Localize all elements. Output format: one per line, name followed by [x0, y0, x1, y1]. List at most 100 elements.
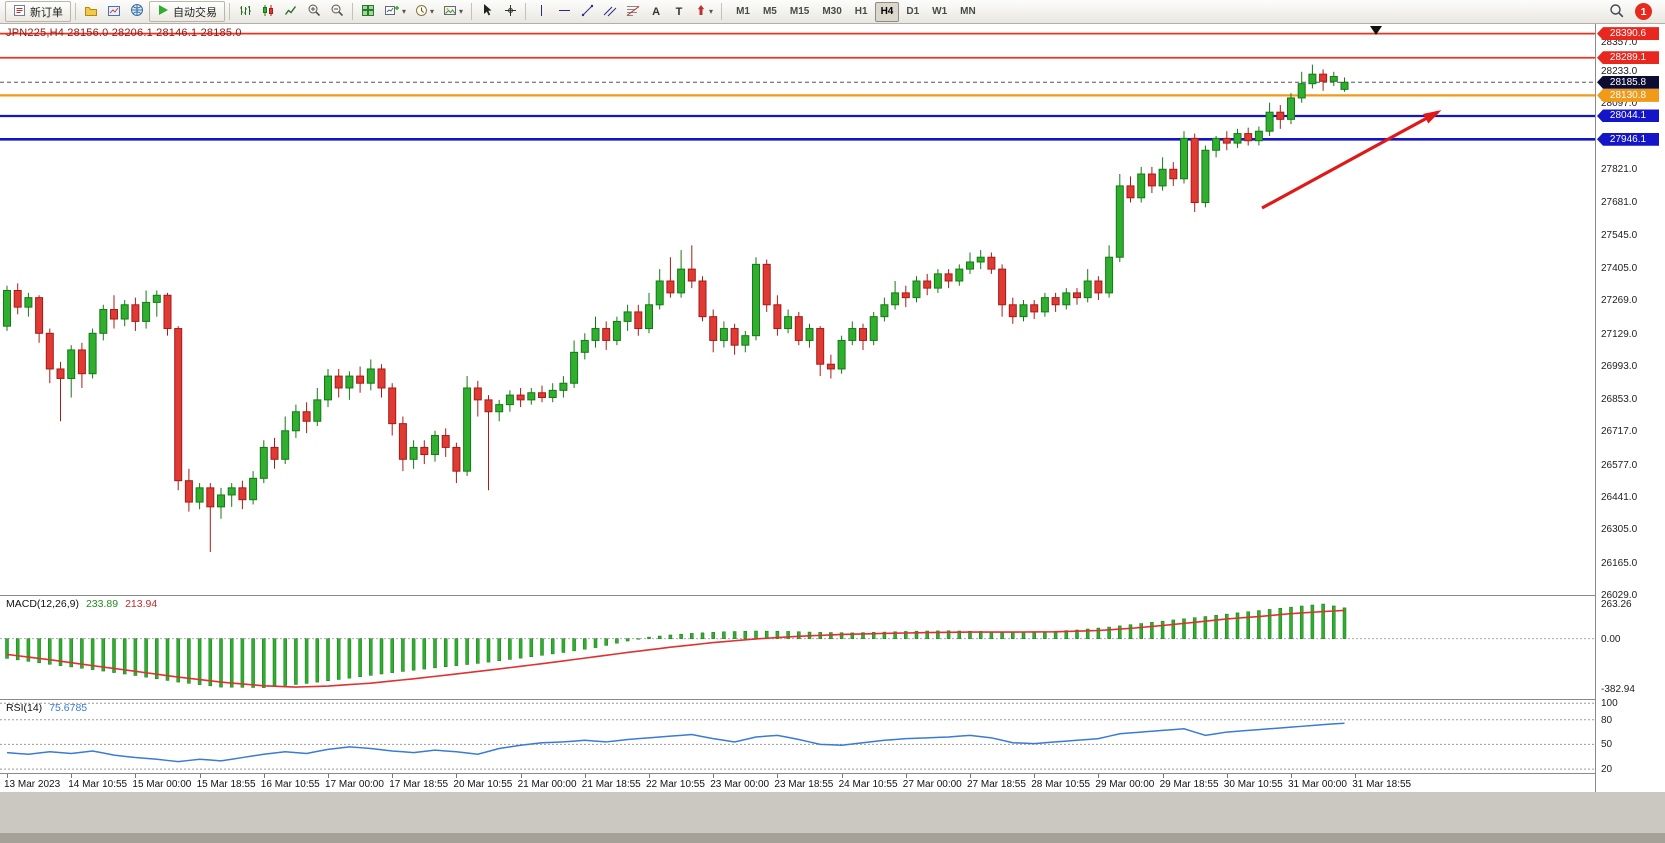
line-chart-button[interactable]	[280, 1, 302, 22]
tile-windows-button[interactable]	[357, 1, 379, 22]
toolbar-separator	[352, 3, 353, 20]
timeframe-button-m1[interactable]: M1	[730, 2, 756, 22]
notification-badge[interactable]: 1	[1635, 3, 1652, 20]
trendline-tool-button[interactable]	[576, 1, 598, 22]
search-button[interactable]	[1605, 1, 1628, 22]
chevron-down-icon: ▾	[430, 7, 435, 16]
timeframe-button-d1[interactable]: D1	[900, 2, 925, 22]
rsi-scale-label: 100	[1601, 698, 1618, 710]
vertical-line-tool-button[interactable]	[530, 1, 552, 22]
autotrading-label: 自动交易	[173, 6, 217, 19]
price-level-badge: 28390.6	[1597, 27, 1659, 41]
chart-window-icon	[107, 4, 121, 20]
timeframe-button-m5[interactable]: M5	[757, 2, 783, 22]
price-panel[interactable]: JPN225,H4 28156.0 28206.1 28146.1 28185.…	[0, 24, 1595, 596]
price-level-badge: 28044.1	[1597, 109, 1659, 123]
horizontal-line-icon	[558, 5, 571, 19]
candlestick-chart[interactable]	[0, 24, 1595, 596]
line-chart-icon	[284, 4, 298, 20]
timeframe-button-w1[interactable]: W1	[926, 2, 953, 22]
time-axis-label: 21 Mar 18:55	[581, 779, 641, 790]
time-axis-label: 15 Mar 18:55	[196, 779, 256, 790]
macd-panel[interactable]: MACD(12,26,9) 233.89 213.94	[0, 596, 1595, 700]
time-axis-tick	[584, 774, 586, 778]
time-axis-label: 31 Mar 00:00	[1288, 779, 1347, 790]
channel-tool-button[interactable]	[599, 1, 621, 22]
timeframe-button-h4[interactable]: H4	[874, 1, 900, 22]
chevron-down-icon: ▾	[709, 7, 714, 16]
fibonacci-tool-button[interactable]	[622, 1, 644, 22]
price-scale-label: 27269.0	[1601, 295, 1638, 307]
chevron-down-icon: ▾	[459, 7, 464, 16]
autotrading-button[interactable]: 自动交易	[149, 1, 225, 22]
time-axis-tick	[7, 774, 8, 778]
timeframe-button-m30[interactable]: M30	[816, 2, 847, 22]
new-order-icon	[13, 4, 26, 20]
time-axis-label: 29 Mar 18:55	[1159, 779, 1219, 790]
time-axis-label: 23 Mar 00:00	[710, 779, 770, 790]
toolbar-separator	[229, 3, 230, 20]
macd-signal-value: 213.94	[125, 598, 158, 610]
time-axis-label: 21 Mar 00:00	[517, 779, 577, 790]
bar-chart-button[interactable]	[234, 1, 256, 22]
time-axis-label: 13 Mar 2023	[4, 779, 61, 790]
price-scale-label: 28357.0	[1601, 36, 1638, 48]
rsi-label-row: RSI(14) 75.6785	[6, 702, 94, 714]
zoom-out-icon	[330, 3, 344, 20]
tile-windows-icon	[361, 4, 375, 20]
periods-button[interactable]: ▾	[411, 1, 438, 22]
horizontal-line-tool-button[interactable]	[553, 1, 575, 22]
time-axis-label: 31 Mar 18:55	[1352, 779, 1412, 790]
candlestick-chart-button[interactable]	[257, 1, 279, 22]
arrows-tool-button[interactable]: ▾	[691, 1, 717, 22]
time-axis-label: 28 Mar 10:55	[1031, 779, 1091, 790]
price-scale-label: 26577.0	[1601, 459, 1638, 471]
timeframe-button-mn[interactable]: MN	[954, 2, 982, 22]
time-axis-tick	[263, 774, 265, 778]
time-axis-label: 30 Mar 10:55	[1223, 779, 1283, 790]
timeframe-button-h1[interactable]: H1	[849, 2, 874, 22]
time-axis-tick	[905, 774, 907, 778]
new-chart-button[interactable]: ▾	[380, 1, 410, 22]
profiles-button[interactable]	[80, 1, 102, 22]
zoom-in-button[interactable]	[303, 1, 325, 22]
time-axis-label: 24 Mar 10:55	[838, 779, 898, 790]
toolbar-separator	[471, 3, 473, 20]
text-tool-button[interactable]: A	[645, 1, 667, 22]
time-axis-tick	[1162, 774, 1164, 778]
time-axis-tick	[392, 774, 394, 778]
rsi-scale-label: 80	[1601, 714, 1613, 726]
rsi-chart[interactable]	[0, 700, 1595, 774]
label-tool-button[interactable]: T	[668, 1, 690, 22]
notification-count: 1	[1640, 5, 1647, 18]
time-axis-tick	[1226, 774, 1228, 778]
price-scale-label: 26717.0	[1601, 426, 1638, 438]
crosshair-button[interactable]	[499, 1, 521, 22]
cursor-button[interactable]	[476, 1, 498, 22]
price-scale-label: 26441.0	[1601, 492, 1638, 504]
chart-window-button[interactable]	[103, 1, 125, 22]
template-icon	[443, 4, 457, 20]
chart-window[interactable]: JPN225,H4 28156.0 28206.1 28146.1 28185.…	[0, 24, 1665, 792]
templates-button[interactable]: ▾	[439, 1, 467, 22]
navigator-button[interactable]	[126, 1, 148, 22]
vertical-line-icon	[536, 4, 547, 20]
time-axis-tick	[1098, 774, 1100, 778]
rsi-scale-label: 20	[1601, 764, 1613, 776]
zoom-in-icon	[307, 3, 321, 20]
time-axis-tick	[520, 774, 522, 778]
macd-chart[interactable]	[0, 596, 1595, 700]
price-level-badge: 28130.8	[1597, 88, 1659, 102]
macd-main-value: 233.89	[85, 598, 119, 610]
channel-icon	[603, 4, 617, 20]
time-axis[interactable]: 13 Mar 2023 14 Mar 10:55 15 Mar 00:00 15 Ma…	[0, 774, 1595, 792]
macd-label: MACD(12,26,9)	[6, 598, 79, 610]
zoom-out-button[interactable]	[326, 1, 348, 22]
timeframe-button-m15[interactable]: M15	[784, 2, 815, 22]
new-order-button[interactable]: 新订单	[5, 1, 71, 22]
price-axis[interactable]: 28357.0 28233.0 28097.0 27821.0 27681.0 27545…	[1595, 24, 1665, 792]
time-axis-label: 17 Mar 00:00	[325, 779, 384, 790]
rsi-panel[interactable]: RSI(14) 75.6785	[0, 700, 1595, 774]
time-axis-tick	[71, 774, 73, 778]
price-scale-label: 26853.0	[1601, 394, 1638, 406]
